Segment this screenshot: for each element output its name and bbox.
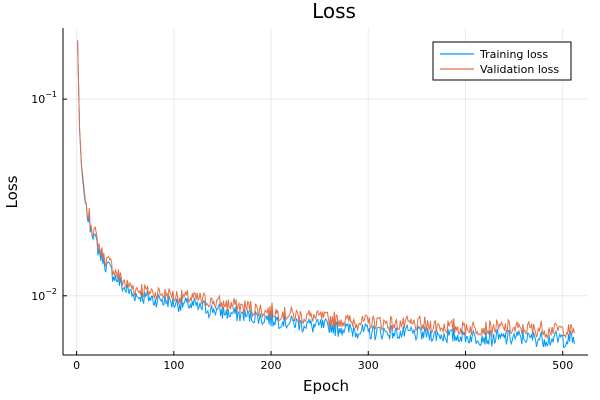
x-tick-label: 400 [455, 359, 476, 372]
legend-label-validation: Validation loss [480, 63, 559, 76]
chart-title: Loss [312, 0, 356, 23]
x-tick-label: 300 [358, 359, 379, 372]
x-tick-label: 200 [261, 359, 282, 372]
legend-label-training: Training loss [479, 48, 548, 61]
y-tick-label: 10−1 [31, 90, 57, 106]
x-tick-label: 100 [163, 359, 184, 372]
series-line-validation [77, 40, 575, 340]
grid [63, 28, 588, 355]
x-tick-label: 0 [73, 359, 80, 372]
legend-box [432, 41, 572, 81]
series-lines [77, 40, 575, 349]
y-tick-label: 10−2 [31, 287, 57, 303]
x-tick-label: 500 [552, 359, 573, 372]
legend: Training loss Validation loss [432, 41, 572, 81]
series-line-training [77, 40, 575, 349]
ticks: 0 100 200 300 400 500 10−1 10−2 [31, 90, 573, 372]
y-axis-label: Loss [3, 175, 21, 208]
axes [62, 28, 588, 356]
x-axis-label: Epoch [303, 377, 349, 395]
